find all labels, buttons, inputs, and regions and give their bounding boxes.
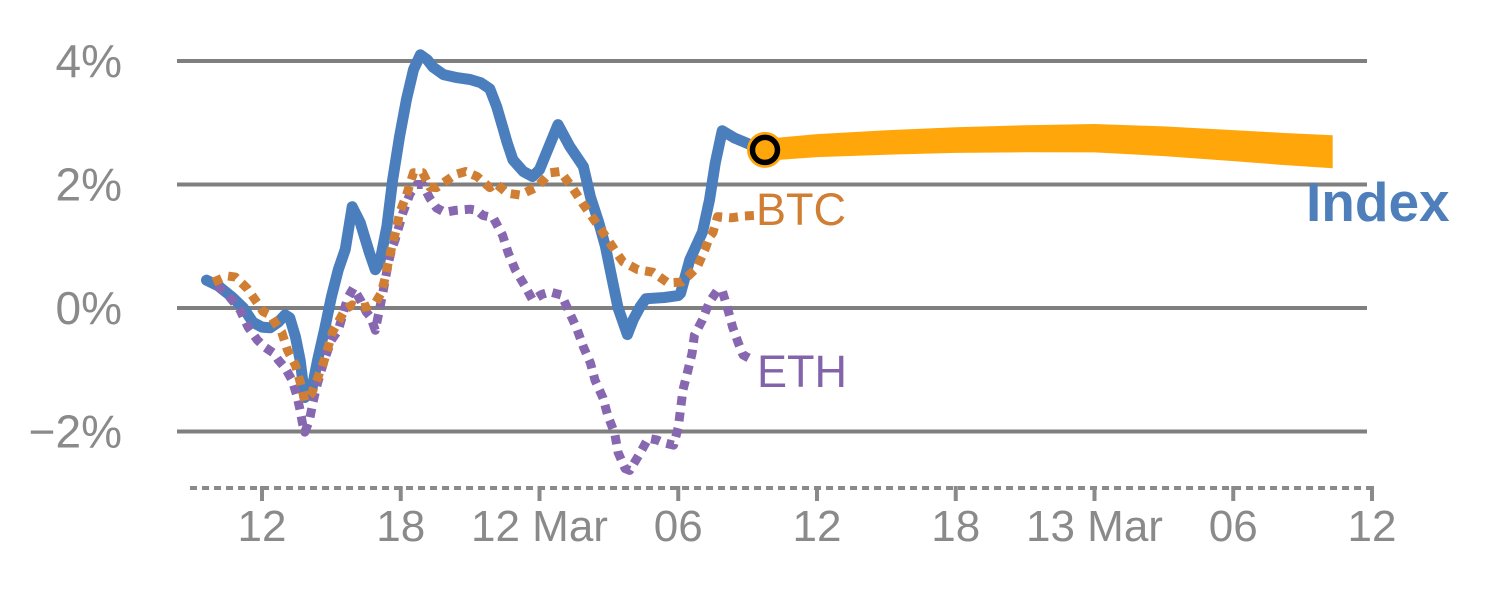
index-line	[201, 49, 771, 403]
y-tick-label: 4%	[56, 35, 122, 87]
x-tick-label: 13 Mar	[1026, 502, 1163, 551]
forecast-start-marker-ring	[749, 134, 781, 166]
eth-series-label: ETH	[757, 346, 847, 397]
x-tick-label: 18	[931, 502, 980, 551]
x-tick-label: 12 Mar	[471, 502, 608, 551]
index-series-label: Index	[1306, 171, 1450, 233]
x-tick-label: 12	[238, 502, 287, 551]
y-tick-label: 0%	[56, 282, 122, 334]
x-tick-label: 12	[1348, 502, 1397, 551]
btc-series-label: BTC	[756, 184, 846, 235]
y-tick-label: −2%	[29, 406, 122, 458]
x-tick-label: 18	[376, 502, 425, 551]
x-tick-label: 06	[654, 502, 703, 551]
btc-line	[211, 167, 755, 406]
forecast-band	[765, 124, 1333, 169]
y-tick-label: 2%	[56, 159, 122, 211]
x-tick-label: 12	[793, 502, 842, 551]
eth-line	[213, 180, 755, 475]
x-tick-label: 06	[1209, 502, 1258, 551]
